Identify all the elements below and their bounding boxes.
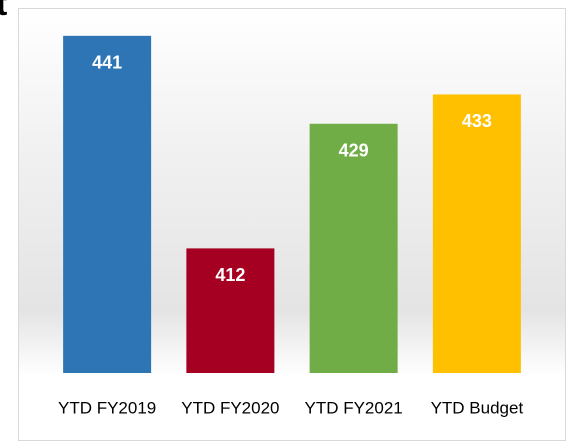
chart-title: t xyxy=(0,0,7,23)
value-label: 412 xyxy=(215,265,245,285)
x-tick-label: YTD FY2021 xyxy=(304,398,402,417)
bar xyxy=(432,94,521,374)
x-tick-label: YTD FY2019 xyxy=(58,398,156,417)
value-label: 441 xyxy=(92,53,122,73)
bar xyxy=(63,35,152,373)
value-label: 433 xyxy=(462,111,492,131)
value-label: 429 xyxy=(339,141,369,161)
bar xyxy=(309,123,398,373)
x-tick-label: YTD FY2020 xyxy=(181,398,279,417)
bar xyxy=(186,248,275,373)
x-tick-label: YTD Budget xyxy=(431,398,524,417)
